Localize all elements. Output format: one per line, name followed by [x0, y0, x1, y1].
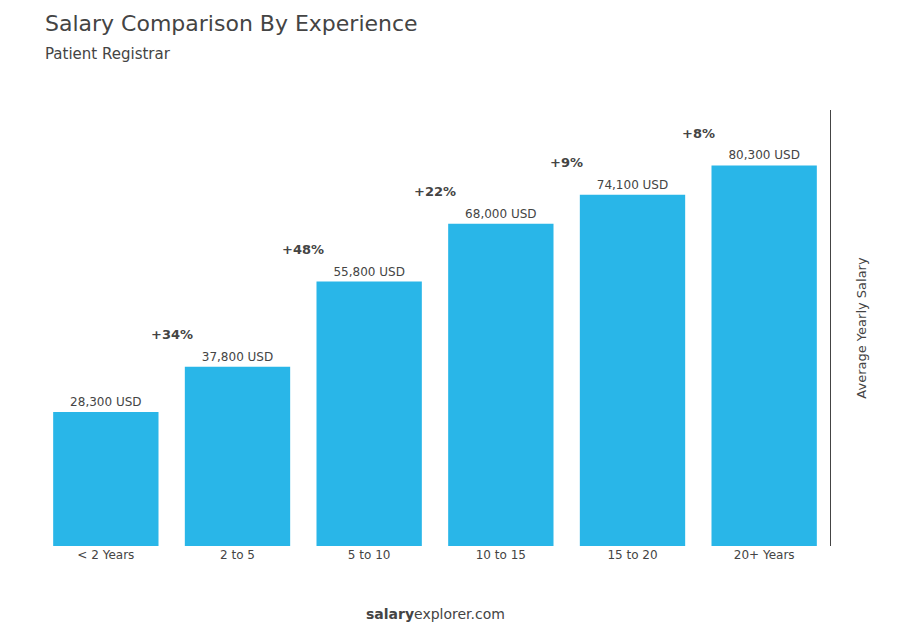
svg-text:+48%: +48%: [282, 242, 324, 257]
svg-text:+34%: +34%: [151, 327, 193, 342]
svg-text:20+ Years: 20+ Years: [734, 548, 795, 562]
svg-text:salaryexplorer.com: salaryexplorer.com: [366, 606, 505, 622]
svg-text:Salary Comparison By Experienc: Salary Comparison By ExperiencePatient R…: [45, 11, 418, 64]
svg-text:55,800 USD: 55,800 USD: [333, 265, 404, 279]
svg-text:2 to 5: 2 to 5: [220, 548, 255, 562]
svg-text:< 2 Years: < 2 Years: [77, 548, 134, 562]
svg-text:+22%: +22%: [414, 184, 456, 199]
svg-text:10 to 15: 10 to 15: [476, 548, 526, 562]
svg-text:37,800 USD: 37,800 USD: [202, 350, 273, 364]
svg-text:80,300 USD: 80,300 USD: [728, 148, 799, 162]
svg-text:15 to 20: 15 to 20: [607, 548, 657, 562]
svg-text:Average Yearly Salary: Average Yearly Salary: [854, 257, 869, 399]
svg-text:+8%: +8%: [682, 126, 715, 141]
svg-text:74,100 USD: 74,100 USD: [597, 178, 668, 192]
svg-text:5 to 10: 5 to 10: [348, 548, 391, 562]
svg-text:+9%: +9%: [550, 155, 583, 170]
svg-text:28,300 USD: 28,300 USD: [70, 395, 141, 409]
svg-text:68,000 USD: 68,000 USD: [465, 207, 536, 221]
